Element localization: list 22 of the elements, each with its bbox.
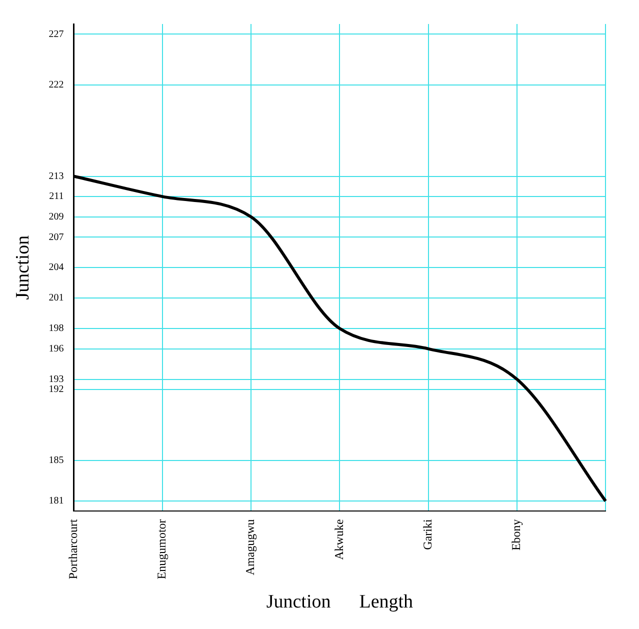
x-tick-label: Enugumotor xyxy=(154,519,169,580)
y-tick-label: 211 xyxy=(49,191,64,202)
y-tick-label: 213 xyxy=(48,170,64,182)
y-tick-label: 227 xyxy=(48,28,64,40)
y-tick-label: 204 xyxy=(48,262,64,274)
y-tick-label: 196 xyxy=(48,343,64,354)
x-axis-title: Junction Length xyxy=(266,592,414,613)
y-axis-title: Junction xyxy=(12,234,34,300)
x-tick-label: Portharcourt xyxy=(66,518,80,580)
x-tick-label: Gariki xyxy=(420,518,434,550)
y-tick-label: 222 xyxy=(48,80,64,91)
x-tick-label: Amagugwu xyxy=(243,519,258,576)
y-tick-label: 192 xyxy=(48,384,64,396)
y-tick-label: 198 xyxy=(48,323,64,334)
y-tick-label: 193 xyxy=(48,374,64,385)
y-tick-label: 209 xyxy=(48,211,64,222)
y-tick-label: 201 xyxy=(48,292,64,304)
y-tick-label: 185 xyxy=(48,455,64,466)
y-tick-label: 181 xyxy=(48,496,64,507)
x-tick-label: Akwuke xyxy=(332,519,346,560)
y-tick-label: 207 xyxy=(48,232,64,243)
x-tick-label: Ebony xyxy=(509,519,524,551)
